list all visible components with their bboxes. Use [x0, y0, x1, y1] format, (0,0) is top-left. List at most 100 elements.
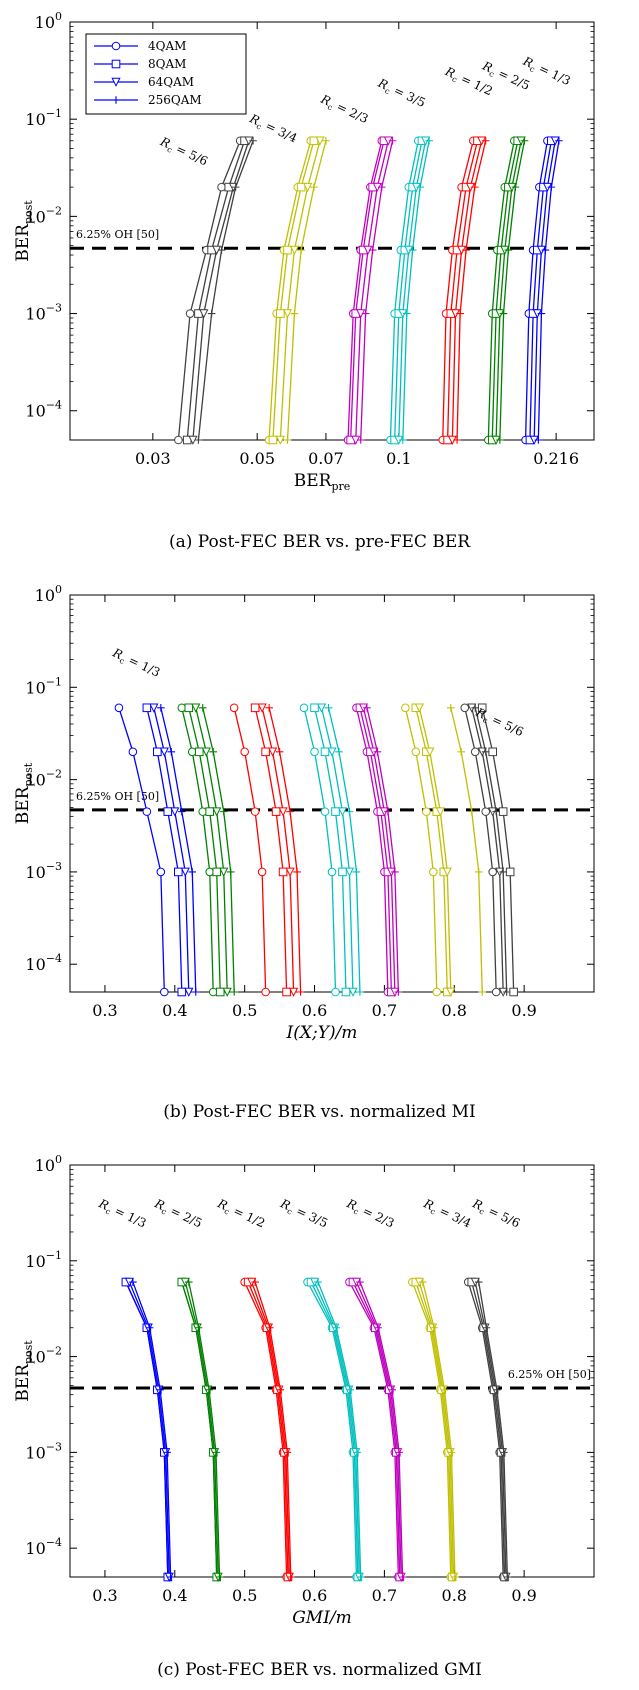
marker-plus — [499, 309, 508, 318]
marker-plus — [207, 309, 216, 318]
marker-square — [212, 867, 222, 877]
marker-plus — [474, 868, 483, 876]
x-tick-label: 0.6 — [302, 1001, 327, 1020]
fec-threshold-label: 6.25% OH [50] — [76, 790, 159, 803]
legend-label: 4QAM — [148, 39, 186, 53]
marker-circle — [177, 703, 187, 713]
marker-square — [215, 987, 225, 997]
marker-circle — [491, 987, 501, 997]
marker-triangle — [159, 747, 169, 757]
marker-square — [498, 807, 508, 816]
y-tick-label: 100 — [35, 10, 62, 32]
rate-group-2-3: Rc = 2/3 — [318, 92, 397, 445]
legend-label: 8QAM — [148, 57, 186, 71]
rate-label: Rc = 1/3 — [95, 1196, 148, 1232]
y-tick-label: 10−2 — [25, 768, 62, 790]
marker-plus — [547, 183, 556, 191]
marker-plus — [335, 748, 343, 756]
marker-square — [505, 867, 515, 877]
marker-circle — [320, 807, 330, 816]
marker-square — [261, 747, 270, 757]
marker-triangle — [316, 703, 327, 713]
marker-plus — [310, 183, 318, 191]
x-tick-label: 0.6 — [302, 1586, 327, 1605]
marker-triangle — [337, 807, 348, 817]
marker-triangle — [219, 867, 229, 877]
marker-plus — [231, 183, 240, 191]
marker-circle — [114, 703, 124, 713]
series-line-256QAM — [359, 1281, 404, 1578]
marker-plus — [194, 436, 203, 444]
x-tick-label: 0.1 — [386, 449, 411, 468]
marker-triangle — [442, 867, 452, 877]
legend: 4QAM 8QAM 64QAM 256QAM — [85, 33, 247, 115]
marker-circle — [187, 747, 197, 757]
marker-plus — [346, 1386, 354, 1394]
marker-square — [278, 867, 288, 877]
marker-plus — [537, 309, 546, 318]
marker-triangle — [149, 703, 159, 713]
marker-triangle — [184, 987, 194, 997]
marker-square — [320, 747, 330, 757]
marker-circle — [174, 435, 183, 445]
series-line-256QAM — [317, 1281, 362, 1578]
marker-square — [173, 867, 183, 877]
caption-a: (a) Post-FEC BER vs. pre-FEC BER — [168, 532, 471, 552]
marker-plus — [249, 136, 257, 145]
marker-plus — [191, 988, 200, 996]
y-tick-label: 10−4 — [25, 952, 62, 974]
marker-plus — [177, 807, 186, 816]
marker-triangle — [303, 182, 313, 193]
panel-a: 10−4 10−3 10−2 10−1 100 0.03 0.05 0.07 0.1 0.216 B… — [13, 10, 595, 493]
marker-square — [276, 309, 285, 318]
y-tick-label: 10−3 — [25, 1440, 62, 1462]
marker-plus — [447, 1448, 456, 1457]
rate-group-5-6: Rc = 5/6 — [460, 703, 526, 997]
y-tick-label: 10−1 — [25, 675, 62, 697]
marker-circle — [111, 41, 121, 51]
rate-group-2-5 — [177, 703, 238, 997]
marker-triangle — [268, 747, 278, 757]
marker-plus — [470, 183, 479, 191]
marker-plus — [184, 1278, 193, 1286]
marker-square — [163, 807, 173, 816]
marker-triangle — [435, 807, 445, 817]
marker-plus — [499, 868, 507, 876]
marker-plus — [290, 309, 299, 318]
x-tick-label: 0.8 — [442, 1586, 467, 1605]
rate-label: Rc = 5/6 — [469, 1196, 522, 1232]
rate-label: Rc = 3/5 — [277, 1196, 330, 1232]
marker-circle — [327, 867, 337, 877]
x-tick-label: 0.7 — [372, 1586, 397, 1605]
marker-square — [153, 747, 162, 757]
marker-plus — [534, 436, 543, 444]
marker-circle — [401, 703, 410, 713]
marker-triangle — [414, 703, 424, 713]
marker-plus — [478, 988, 487, 996]
marker-circle — [299, 703, 309, 713]
marker-square — [283, 245, 292, 255]
x-tick-label: 0.216 — [533, 449, 579, 468]
marker-square — [177, 987, 187, 997]
marker-circle — [257, 867, 267, 877]
marker-square — [250, 703, 260, 713]
marker-plus — [374, 1323, 382, 1332]
marker-circle — [250, 807, 260, 816]
y-tick-label: 100 — [35, 583, 62, 605]
marker-circle — [160, 987, 169, 997]
marker-square — [194, 747, 204, 757]
marker-triangle — [257, 703, 267, 713]
x-tick-label: 0.7 — [372, 1001, 397, 1020]
rate-group-3-4: Rc = 3/4 — [408, 1196, 474, 1582]
marker-plus — [293, 868, 301, 876]
marker-plus — [296, 988, 305, 996]
rate-group-3-5: Rc = 3/5 — [375, 76, 433, 445]
series-line-4QAM — [233, 707, 267, 993]
marker-plus — [408, 246, 417, 254]
marker-circle — [198, 807, 208, 816]
marker-plus — [205, 1386, 213, 1394]
marker-plus — [451, 1573, 459, 1581]
plot-frame — [69, 21, 595, 441]
marker-plus — [492, 807, 500, 816]
series-line-8QAM — [481, 707, 515, 993]
